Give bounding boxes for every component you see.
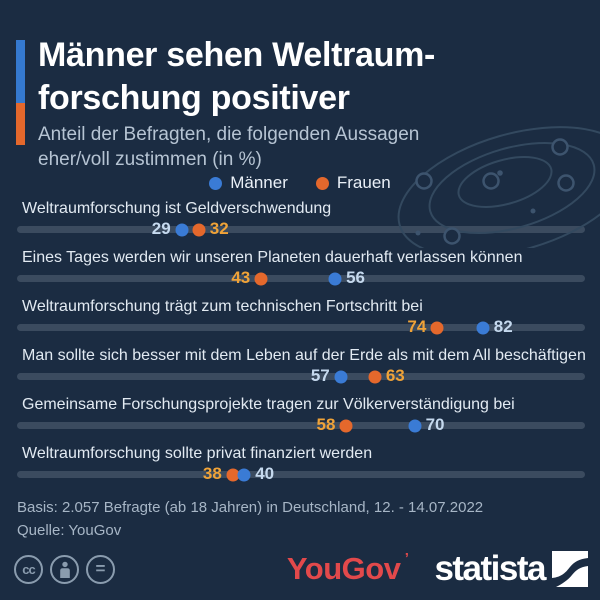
maenner-value-label: 57 xyxy=(310,365,330,385)
legend-label-maenner: Männer xyxy=(230,173,288,192)
cc-license-icons: cc = xyxy=(14,554,115,584)
frauen-data-dot xyxy=(339,419,353,432)
value-track: 38 40 xyxy=(17,464,585,483)
page-title-line1: Männer sehen Weltraum- xyxy=(38,36,436,74)
statement-row: Eines Tages werden wir unseren Planeten … xyxy=(0,248,600,287)
statement-label: Gemeinsame Forschungsprojekte tragen zur… xyxy=(22,396,515,413)
maenner-value-label: 82 xyxy=(493,316,513,336)
frauen-data-dot xyxy=(254,272,268,285)
value-track: 43 56 xyxy=(17,268,585,287)
page-subtitle-line1: Anteil der Befragten, die folgenden Auss… xyxy=(38,124,420,145)
footer-source: Basis: 2.057 Befragte (ab 18 Jahren) in … xyxy=(17,496,483,542)
accent-bar-orange xyxy=(16,103,25,145)
cc-by-person-icon xyxy=(50,554,79,584)
legend-item-maenner: Männer xyxy=(209,173,288,193)
statement-row: Weltraumforschung trägt zum technischen … xyxy=(0,297,600,336)
statement-label: Weltraumforschung sollte privat finanzie… xyxy=(22,445,373,462)
statement-row: Gemeinsame Forschungsprojekte tragen zur… xyxy=(0,395,600,434)
basis-text: Basis: 2.057 Befragte (ab 18 Jahren) in … xyxy=(17,499,484,516)
frauen-value-label: 58 xyxy=(316,414,336,434)
statement-label: Weltraumforschung ist Geldverschwendung xyxy=(22,200,332,217)
frauen-dot-icon xyxy=(315,176,329,190)
bottom-bar: cc = YouGov ’ statista xyxy=(14,549,588,589)
maenner-value-label: 56 xyxy=(346,267,365,287)
frauen-value-label: 32 xyxy=(209,218,229,238)
statement-label: Man sollte sich besser mit dem Leben auf… xyxy=(22,347,586,364)
cc-nd-icon: = xyxy=(86,554,115,584)
frauen-value-label: 74 xyxy=(407,316,427,336)
maenner-dot-icon xyxy=(209,176,223,190)
legend-item-frauen: Frauen xyxy=(315,173,391,193)
value-track: 29 32 xyxy=(17,219,585,238)
nd-glyph: = xyxy=(95,559,106,578)
value-track: 57 63 xyxy=(17,366,585,385)
statement-row: Weltraumforschung sollte privat finanzie… xyxy=(0,444,600,483)
maenner-value-label: 29 xyxy=(151,218,171,238)
statement-row: Man sollte sich besser mit dem Leben auf… xyxy=(0,346,600,385)
value-track: 58 70 xyxy=(17,415,585,434)
frauen-value-label: 38 xyxy=(202,463,222,483)
statement-label: Eines Tages werden wir unseren Planeten … xyxy=(22,249,523,266)
statement-label: Weltraumforschung trägt zum technischen … xyxy=(22,298,423,315)
frauen-data-dot xyxy=(368,370,382,383)
page-subtitle-line2: eher/voll zustimmen (in %) xyxy=(38,149,262,170)
yougov-mark-icon: ’ xyxy=(404,550,409,567)
cc-glyph: cc xyxy=(22,561,36,577)
statista-square-icon xyxy=(552,551,588,587)
accent-bar-blue xyxy=(16,40,25,103)
maenner-data-dot xyxy=(476,321,490,334)
chart-legend: Männer Frauen xyxy=(0,173,600,193)
frauen-value-label: 43 xyxy=(231,267,251,287)
statista-wordmark: statista xyxy=(434,549,546,588)
statement-row: Weltraumforschung ist Geldverschwendung 2… xyxy=(0,199,600,238)
chart-rows: Weltraumforschung ist Geldverschwendung 2… xyxy=(0,199,600,493)
legend-label-frauen: Frauen xyxy=(336,173,391,192)
maenner-data-dot xyxy=(334,370,348,383)
maenner-value-label: 70 xyxy=(425,414,445,434)
brand-logos: YouGov ’ statista xyxy=(286,550,588,587)
frauen-data-dot xyxy=(430,321,444,334)
accent-bar xyxy=(16,40,25,145)
frauen-data-dot xyxy=(192,223,206,236)
page-title-line2: forschung positiver xyxy=(38,79,350,117)
yougov-logo: YouGov ’ xyxy=(286,550,409,587)
maenner-data-dot xyxy=(328,272,342,285)
yougov-wordmark: YouGov xyxy=(286,551,401,586)
cc-icon: cc xyxy=(14,554,43,584)
value-track: 74 82 xyxy=(17,317,585,336)
quelle-text: Quelle: YouGov xyxy=(17,522,122,539)
maenner-value-label: 40 xyxy=(255,463,275,483)
maenner-data-dot xyxy=(237,468,251,481)
frauen-value-label: 63 xyxy=(385,365,405,385)
maenner-data-dot xyxy=(175,223,189,236)
page-subtitle: Anteil der Befragten, die folgenden Auss… xyxy=(38,122,419,172)
frauen-data-dot xyxy=(226,468,240,481)
maenner-data-dot xyxy=(408,419,422,432)
statista-logo: statista xyxy=(434,551,588,587)
page-title: Männer sehen Weltraum- forschung positiv… xyxy=(38,34,435,120)
